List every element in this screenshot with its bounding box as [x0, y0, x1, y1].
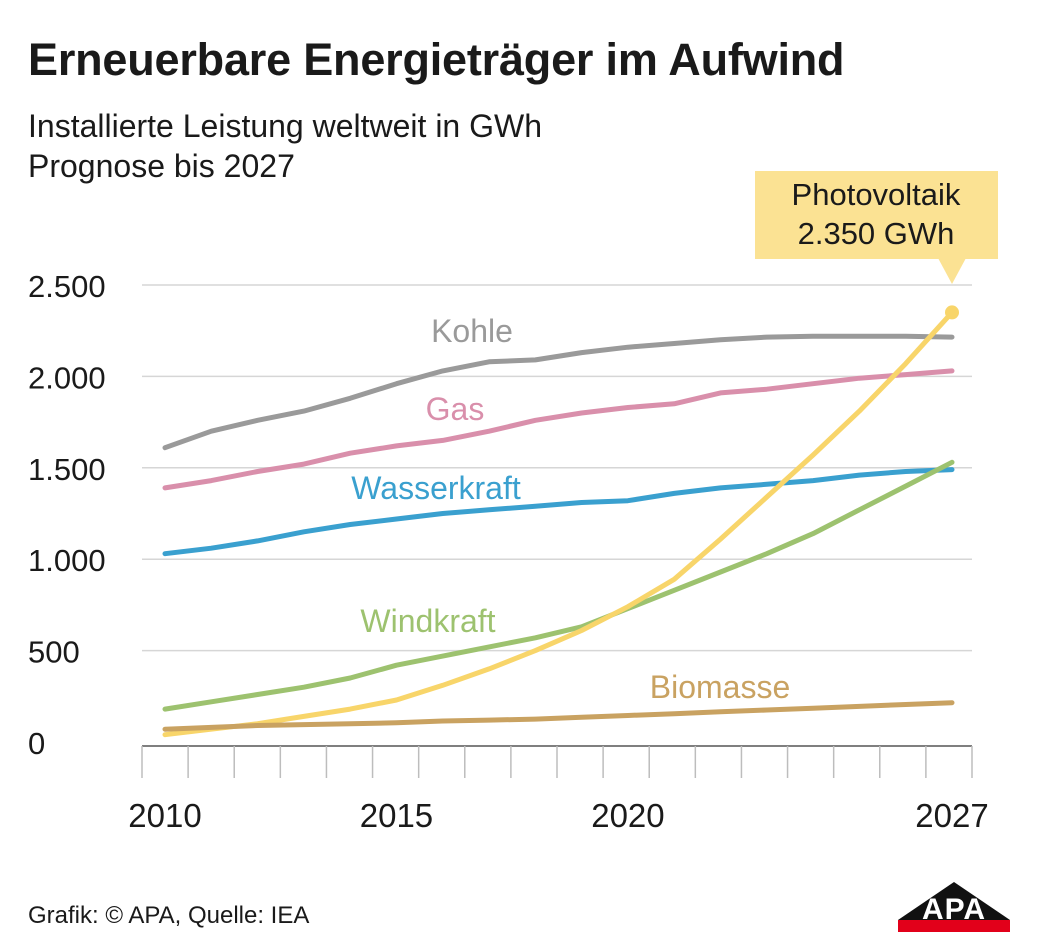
x-axis — [141, 745, 973, 778]
photovoltaik-end-marker — [945, 305, 959, 320]
callout-pointer — [938, 258, 966, 284]
series-label-gas: Gas — [426, 391, 485, 427]
x-tick-label-2027: 2027 — [915, 797, 988, 834]
callout-box — [755, 171, 998, 259]
photovoltaik-callout: Photovoltaik 2.350 GWh — [755, 171, 998, 320]
series-label-wasserkraft: Wasserkraft — [351, 470, 521, 506]
chart-forecast-note: Prognose bis 2027 — [28, 148, 295, 184]
y-tick-label-1500: 1.500 — [28, 452, 106, 487]
series-labels: Kohle Gas Wasserkraft Windkraft Biomasse — [351, 313, 790, 705]
series-line-windkraft — [162, 459, 955, 712]
series-line-gas — [162, 368, 955, 491]
series-line-photovoltaik — [162, 309, 955, 738]
x-tick-label-2010: 2010 — [128, 797, 201, 834]
y-tick-label-500: 500 — [28, 635, 80, 670]
callout-value: 2.350 GWh — [798, 216, 955, 251]
series-label-windkraft: Windkraft — [360, 603, 495, 639]
y-tick-labels: 0 500 1.000 1.500 2.000 2.500 — [28, 269, 106, 761]
chart-subtitle: Installierte Leistung weltweit in GWh — [28, 108, 542, 144]
x-tick-label-2015: 2015 — [360, 797, 433, 834]
x-tick-labels: 2010 2015 2020 2027 — [128, 797, 988, 834]
y-tick-label-0: 0 — [28, 726, 45, 761]
chart-title: Erneuerbare Energieträger im Aufwind — [28, 34, 845, 85]
source-credit: Grafik: © APA, Quelle: IEA — [28, 902, 310, 929]
series-label-kohle: Kohle — [431, 313, 513, 349]
series-label-biomasse: Biomasse — [650, 669, 791, 705]
y-tick-label-1000: 1.000 — [28, 543, 106, 578]
apa-logo: APA — [898, 882, 1010, 932]
y-tick-label-2500: 2.500 — [28, 269, 106, 304]
series-line-biomasse — [162, 700, 955, 732]
x-tick-label-2020: 2020 — [591, 797, 664, 834]
callout-title: Photovoltaik — [792, 177, 961, 212]
svg-text:APA: APA — [922, 893, 986, 926]
series-lines — [162, 309, 955, 738]
series-line-kohle — [162, 333, 955, 451]
series-line-wasserkraft — [162, 467, 955, 557]
y-tick-label-2000: 2.000 — [28, 360, 106, 395]
